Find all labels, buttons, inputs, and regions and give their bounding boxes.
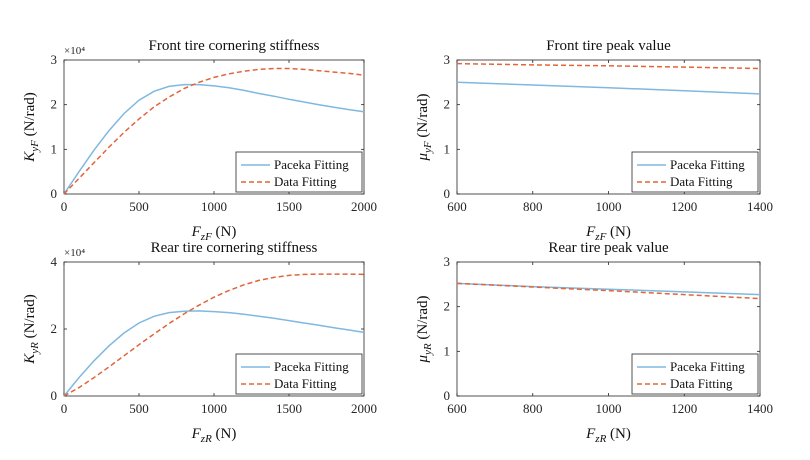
x-tick-label: 600 [447,199,467,214]
y-tick-label: 2 [444,97,451,112]
legend-label: Paceka Fitting [670,359,745,374]
legend-box [235,151,363,193]
y-tick-label: 0 [51,186,58,201]
legend: Paceka Fitting Data Fitting [235,151,363,193]
y-axis-label: KyR (N/rad) [22,294,41,365]
y-tick-label: 1 [444,141,451,156]
y-tick-label: 0 [444,186,451,201]
x-axis-label: FzR (N) [191,426,237,445]
x-tick-label: 1000 [596,199,622,214]
chart-title: Rear tire cornering stiffness [151,240,318,256]
x-tick-label: 1400 [747,199,773,214]
legend-label: Data Fitting [670,174,733,189]
legend: Paceka Fitting Data Fitting [235,353,363,395]
y-tick-label: 2 [51,321,58,336]
series-line-data-fitting [63,273,365,397]
x-axis-label: FzF (N) [585,224,631,243]
y-tick-label: 2 [51,97,58,112]
chart-rear-peak: 600 800 1000 1200 1400 0 1 2 3 Rear tire peak val… [415,240,773,445]
series-line-paceka-fitting [456,81,761,95]
y-multiplier: ×10⁴ [64,45,85,57]
x-tick-label: 2000 [351,199,377,214]
x-tick-label: 1500 [276,401,302,416]
y-axis-label: μyF (N/rad) [415,93,434,161]
legend-label: Data Fitting [274,174,337,189]
x-tick-label: 1000 [596,401,622,416]
legend-label: Paceka Fitting [274,157,349,172]
legend-box [631,151,759,193]
legend-label: Paceka Fitting [670,157,745,172]
chart-title: Front tire peak value [546,38,671,54]
legend-label: Paceka Fitting [274,359,349,374]
chart-front-peak: 600 800 1000 1200 1400 0 1 2 3 Front tire peak va… [415,38,773,243]
y-tick-label: 1 [51,141,58,156]
x-tick-label: 1500 [276,199,302,214]
y-axis-label: μyR (N/rad) [415,295,434,363]
series-line-data-fitting [63,67,365,195]
y-axis-label: KyF (N/rad) [22,92,41,163]
chart-title: Front tire cornering stiffness [149,38,320,54]
y-tick-label: 1 [444,343,451,358]
y-tick-label: 2 [444,299,451,314]
x-tick-label: 1400 [747,401,773,416]
x-tick-label: 1000 [201,401,227,416]
chart-front-stiffness: 0 500 1000 1500 2000 0 1 2 3 ×10⁴ Front tire corne… [22,38,377,243]
series-line-data-fitting [456,62,761,70]
x-tick-label: 800 [523,199,543,214]
x-tick-label: 1000 [201,199,227,214]
chart-title: Rear tire peak value [548,240,669,256]
chart-rear-stiffness: 0 500 1000 1500 2000 0 2 4 ×10⁴ Rear tire corneri… [22,240,377,445]
x-tick-label: 0 [61,199,68,214]
x-tick-label: 0 [61,401,68,416]
x-tick-label: 1200 [671,199,697,214]
legend-label: Data Fitting [274,376,337,391]
x-tick-label: 1200 [671,401,697,416]
y-tick-label: 0 [51,388,58,403]
series-line-paceka-fitting [63,83,365,195]
y-tick-label: 3 [444,52,451,67]
legend-label: Data Fitting [670,376,733,391]
series-line-paceka-fitting [456,282,761,296]
y-tick-label: 0 [444,388,451,403]
y-tick-label: 3 [51,52,58,67]
x-axis-label: FzR (N) [585,426,631,445]
x-tick-label: 600 [447,401,467,416]
x-tick-label: 500 [129,401,149,416]
series-line-paceka-fitting [63,310,365,397]
legend: Paceka Fitting Data Fitting [631,353,759,395]
x-axis-label: FzF (N) [191,224,237,243]
y-tick-label: 4 [51,254,58,269]
series-line-data-fitting [456,282,761,300]
x-tick-label: 800 [523,401,543,416]
y-tick-label: 3 [444,254,451,269]
legend: Paceka Fitting Data Fitting [631,151,759,193]
legend-box [235,353,363,395]
y-multiplier: ×10⁴ [64,247,85,259]
x-tick-label: 2000 [351,401,377,416]
x-tick-label: 500 [129,199,149,214]
legend-box [631,353,759,395]
